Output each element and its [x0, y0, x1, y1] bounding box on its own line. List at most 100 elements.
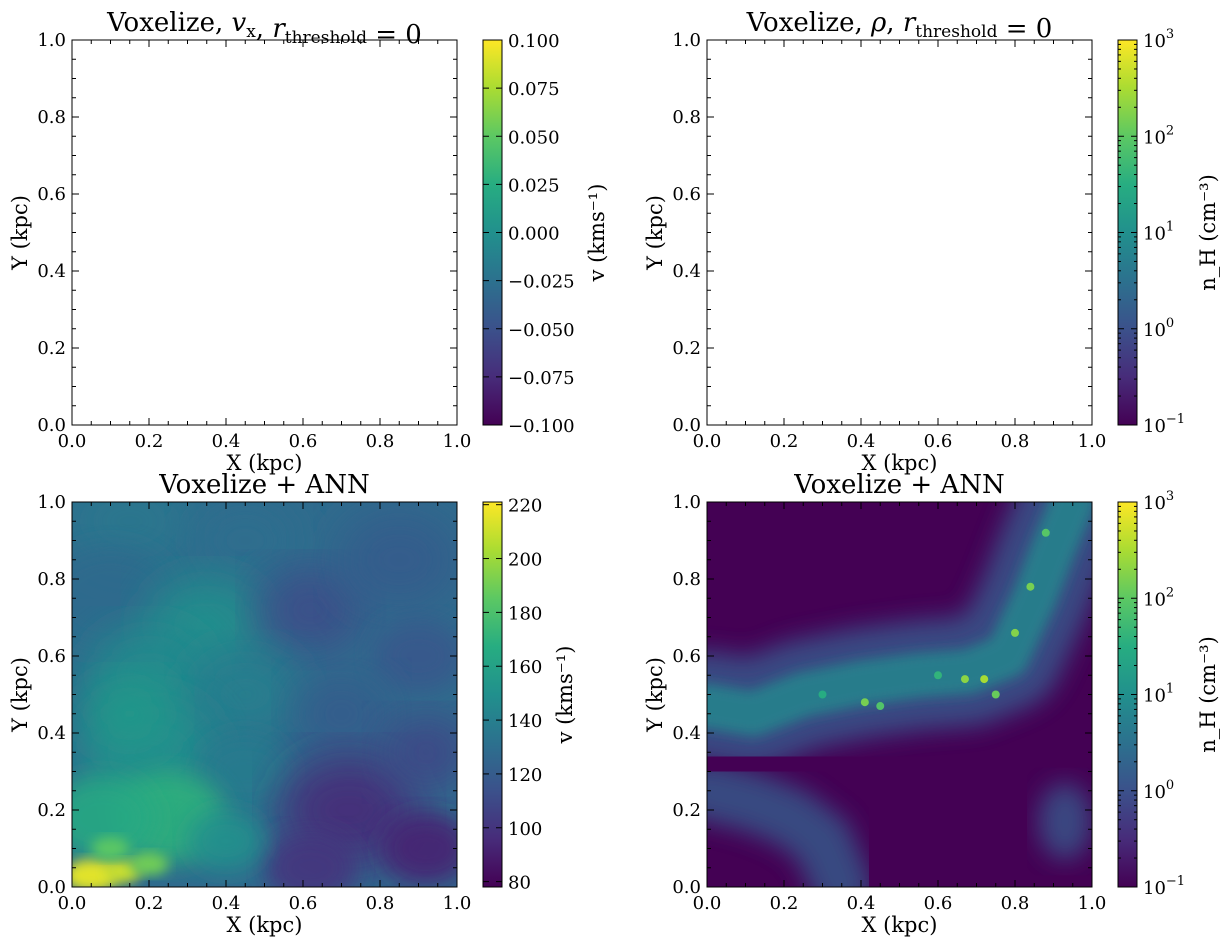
x-tick-label: 0.4: [212, 431, 241, 452]
density-knot: [818, 690, 827, 699]
title-sep: ,: [886, 8, 903, 38]
colorbar-tick-label: 220: [508, 496, 542, 517]
colorbar-tick-label: 102: [1143, 585, 1174, 610]
x-axis-label: X (kpc): [227, 451, 303, 475]
tick-exponent: 0: [1166, 778, 1174, 793]
colorbar-tick-label: 140: [508, 711, 542, 732]
x-axis-label: X (kpc): [227, 913, 303, 937]
tick-base: 10: [1143, 686, 1166, 707]
velocity-region: [372, 619, 457, 693]
x-tick-label: 0.0: [58, 431, 87, 452]
y-axis-label: Y (kpc): [643, 657, 667, 733]
density-knot: [960, 675, 969, 684]
x-tick-label: 0.8: [1001, 431, 1030, 452]
title-math: ρ: [870, 8, 887, 38]
tick-exponent: 3: [1166, 489, 1174, 504]
axes-frame: [706, 39, 1093, 426]
tick-exponent: 1: [1166, 682, 1174, 697]
x-tick-label: 1.0: [1078, 893, 1107, 914]
x-tick-label: 0.2: [135, 431, 164, 452]
tick-exponent: −1: [1166, 874, 1185, 889]
chart-title: Voxelize + ANN: [158, 470, 369, 500]
y-axis-label: Y (kpc): [8, 195, 32, 271]
tick-exponent: 3: [1166, 27, 1174, 42]
colorbar-tick-label: −0.050: [508, 320, 575, 341]
colorbar: [482, 501, 503, 888]
y-tick-label: 0.6: [37, 646, 66, 667]
velocity-region: [72, 774, 157, 861]
tick-base: 10: [1143, 878, 1166, 899]
panel-bottom-right: 0.0 0.2 0.4 0.6 0.8 1.0 0.0 0.2 0.4 0.6 0.8 1.0 X (k…: [643, 470, 1220, 937]
title-subscript: threshold: [915, 22, 997, 42]
tick-exponent: 2: [1166, 123, 1174, 138]
density-knot: [1041, 528, 1050, 537]
title-text: Voxelize,: [106, 8, 231, 38]
panel-top-right: 0.0 0.2 0.4 0.6 0.8 1.0 0.0 0.2 0.4 0.6 0.8 1.0 X (k…: [643, 8, 1220, 475]
chart-title: Voxelize + ANN: [793, 470, 1004, 500]
y-tick-label: 0.2: [37, 800, 66, 821]
x-axis-label: X (kpc): [862, 451, 938, 475]
y-tick-label: 0.4: [37, 261, 66, 282]
panel-top-left: 0.0 0.2 0.4 0.6 0.8 1.0 0.0 0.2 0.4 0.6 0.8 1.0 X (k…: [8, 8, 609, 475]
velocity-region: [256, 566, 365, 653]
tick-exponent: 1: [1166, 220, 1174, 235]
velocity-region: [337, 510, 457, 610]
x-tick-label: 0.6: [289, 431, 318, 452]
y-tick-label: 0.0: [672, 415, 701, 436]
density-region: [1038, 783, 1092, 861]
x-tick-label: 1.0: [443, 431, 472, 452]
colorbar-label: v (kms⁻¹): [585, 184, 609, 283]
y-tick-label: 0.4: [37, 723, 66, 744]
colorbar-tick-label: 10−1: [1143, 412, 1185, 437]
y-tick-label: 0.4: [672, 723, 701, 744]
colorbar-tick-label: 101: [1143, 220, 1174, 245]
tick-base: 10: [1143, 224, 1166, 245]
x-tick-label: 1.0: [443, 893, 472, 914]
tick-base: 10: [1143, 493, 1166, 514]
colorbar-tick-label: 80: [508, 873, 531, 894]
density-filament-arm: [707, 760, 872, 887]
colorbar-tick-label: 0.025: [508, 175, 560, 196]
tick-base: 10: [1143, 127, 1166, 148]
velocity-region: [91, 836, 130, 861]
velocity-region: [187, 502, 303, 587]
y-tick-label: 0.6: [37, 184, 66, 205]
axes-frame: [71, 39, 458, 426]
title-subscript: threshold: [285, 28, 367, 48]
tick-exponent: −1: [1166, 412, 1185, 427]
x-tick-label: 0.2: [135, 893, 164, 914]
y-tick-label: 0.0: [37, 877, 66, 898]
y-tick-label: 1.0: [672, 492, 701, 513]
y-tick-label: 0.6: [672, 646, 701, 667]
colorbar-tick-label: 102: [1143, 123, 1174, 148]
x-tick-label: 0.6: [924, 431, 953, 452]
x-tick-label: 0.0: [693, 893, 722, 914]
tick-base: 10: [1143, 31, 1166, 52]
tick-base: 10: [1143, 416, 1166, 437]
colorbar-tick-label: 10−1: [1143, 874, 1185, 899]
y-tick-label: 1.0: [37, 30, 66, 51]
colorbar-tick-label: 0.100: [508, 31, 560, 52]
density-knot: [991, 690, 1000, 699]
velocity-region: [187, 810, 265, 872]
tick-base: 10: [1143, 589, 1166, 610]
chart-title: Voxelize, vx, rthreshold = 0: [106, 8, 422, 50]
density-knot: [980, 675, 989, 684]
x-tick-label: 0.4: [847, 431, 876, 452]
density-knot: [1011, 628, 1019, 637]
velocity-region: [380, 715, 457, 790]
colorbar-tick-label: 160: [508, 657, 542, 678]
colorbar-tick-label: 103: [1143, 489, 1174, 514]
colorbar-tick-label: −0.025: [508, 272, 575, 293]
velocity-region: [291, 673, 392, 754]
x-tick-label: 0.4: [212, 893, 241, 914]
colorbar-tick-label: −0.100: [508, 416, 575, 437]
density-knot: [876, 702, 885, 711]
y-tick-label: 0.0: [37, 415, 66, 436]
y-tick-label: 0.8: [37, 107, 66, 128]
tick-base: 10: [1143, 782, 1166, 803]
x-tick-label: 1.0: [1078, 431, 1107, 452]
x-tick-label: 0.8: [366, 893, 395, 914]
colorbar-tick-label: 0.000: [508, 224, 560, 245]
